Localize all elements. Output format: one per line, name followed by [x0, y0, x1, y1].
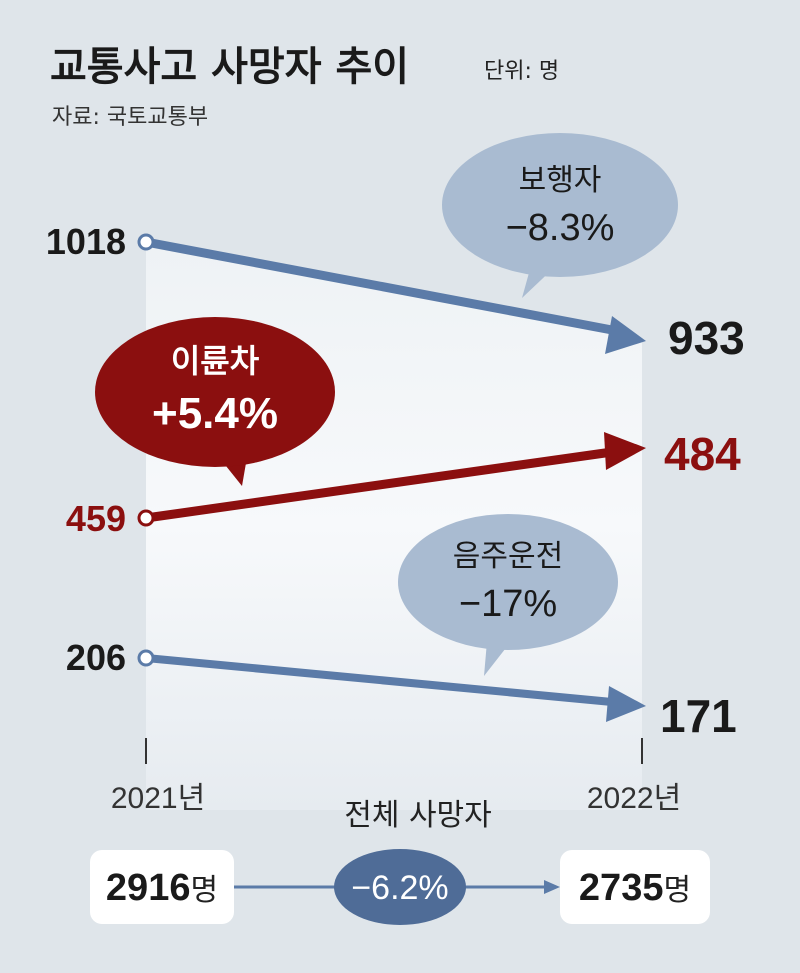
value-label-motorcycle-2022: 484: [664, 428, 741, 480]
value-label-pedestrian-2021: 1018: [46, 221, 126, 262]
series-pedestrian-line: [145, 237, 613, 335]
total-to-box-bg: [560, 850, 710, 924]
bubble-pedestrian: 보행자 −8.3%: [442, 133, 678, 298]
total-from-value: 2916: [106, 867, 191, 909]
x-tick-label-2021: 2021년: [111, 782, 205, 815]
series-pedestrian-start-point: [137, 233, 155, 251]
total-from-box-bg: [90, 850, 234, 924]
bubble-drunk-driving: 음주운전 −17%: [398, 514, 618, 676]
total-from-box: 2916명: [90, 850, 234, 924]
series-motorcycle-start-point: [137, 509, 155, 527]
series-motorcycle-arrow: [604, 432, 646, 470]
bubble-motorcycle-name: 이륜차: [171, 342, 260, 380]
bubble-drunk-name: 음주운전: [453, 539, 563, 574]
total-from-text: 2916명: [106, 867, 218, 909]
bubble-motorcycle: 이륜차 +5.4%: [95, 317, 335, 486]
total-to-text: 2735명: [579, 867, 691, 909]
unit-label: 단위: 명: [484, 59, 559, 84]
series-motorcycle-line: [145, 447, 613, 523]
bubble-pedestrian-change: −8.3%: [506, 207, 615, 249]
total-connector-arrow: [544, 880, 560, 894]
series-drunk-start-point: [137, 649, 155, 667]
value-label-motorcycle-2021: 459: [66, 498, 126, 539]
value-label-drunk-2021: 206: [66, 637, 126, 678]
total-to-unit: 명: [663, 873, 691, 908]
bubble-drunk-body: [398, 514, 618, 650]
series-motorcycle: [137, 432, 646, 527]
total-from-unit: 명: [190, 873, 218, 908]
series-drunk-line: [145, 654, 613, 706]
value-label-pedestrian-2022: 933: [668, 312, 745, 364]
series-drunk-arrow: [606, 686, 646, 722]
total-label: 전체 사망자: [344, 798, 492, 833]
total-to-box: 2735명: [560, 850, 710, 924]
source-label: 자료: 국토교통부: [52, 105, 208, 130]
total-change-oval-bg: [334, 849, 466, 925]
series-pedestrian: [137, 233, 646, 354]
series-pedestrian-arrow: [605, 316, 646, 354]
series-drunk-driving: [137, 649, 646, 722]
bubble-pedestrian-body: [442, 133, 678, 277]
total-to-value: 2735: [579, 867, 664, 909]
bubble-pedestrian-name: 보행자: [519, 163, 602, 198]
bubble-motorcycle-body: [95, 317, 335, 467]
total-change-oval: −6.2%: [334, 849, 466, 925]
x-tick-label-2022: 2022년: [587, 782, 681, 815]
value-label-drunk-2022: 171: [660, 690, 737, 742]
bubble-drunk-change: −17%: [459, 583, 557, 625]
chart-title: 교통사고 사망자 추이: [50, 44, 409, 90]
total-change: −6.2%: [351, 869, 448, 907]
bubble-motorcycle-change: +5.4%: [152, 389, 278, 438]
